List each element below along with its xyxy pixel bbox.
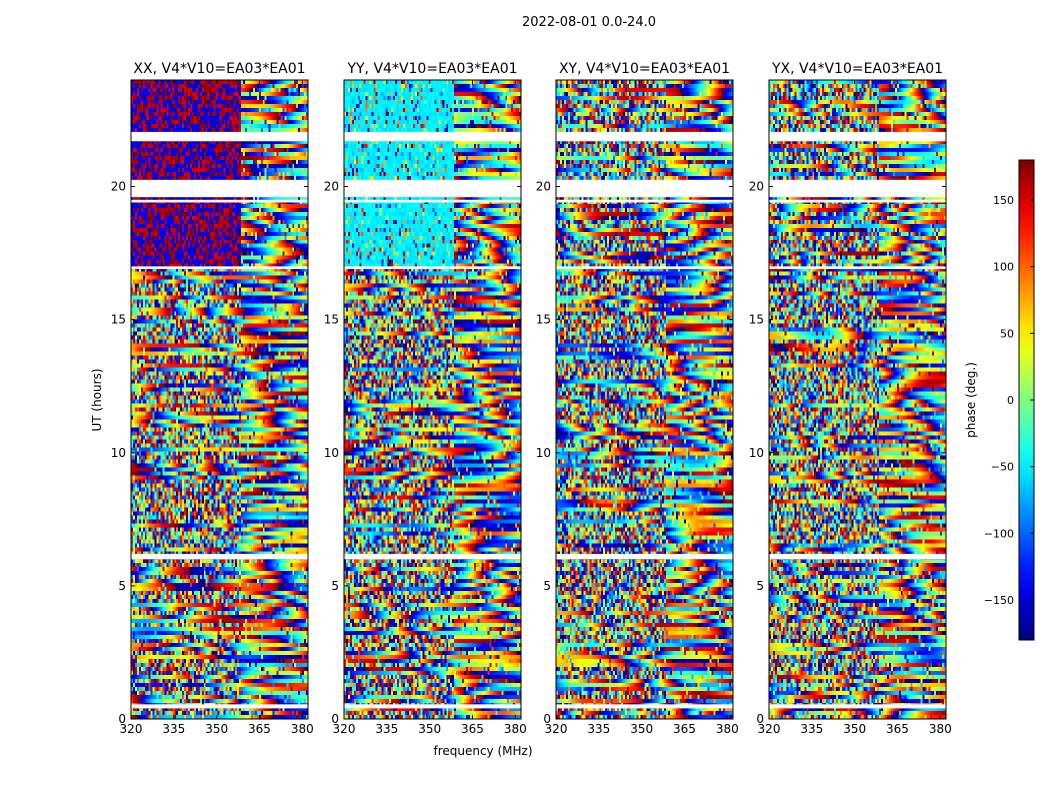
panel-1-flagged-band-2 bbox=[344, 199, 521, 203]
panel-3-xtick-label-1: 335 bbox=[800, 722, 823, 736]
panel-1-ytick-label-2: 10 bbox=[324, 446, 339, 460]
panel-3: YX, V4*V10=EA03*EA01 320 335 350 365 380 0 5 10 1… bbox=[749, 61, 952, 736]
panel-1-xtick-label-2: 350 bbox=[418, 722, 441, 736]
panel-1-phase-image bbox=[344, 80, 521, 719]
panel-1-ytick-label-1: 5 bbox=[331, 579, 339, 593]
colorbar: −150 −100 −50 0 50 100 150 phase (deg.) bbox=[964, 159, 1035, 641]
panel-2-xtick-label-2: 350 bbox=[630, 722, 653, 736]
panel-3-ytick-label-3: 15 bbox=[749, 313, 764, 327]
panel-0-flagged-band-0 bbox=[131, 131, 308, 142]
panel-1: YY, V4*V10=EA03*EA01 320 335 350 365 380 0 5 10 1… bbox=[324, 61, 527, 736]
panel-0-flagged-band-2 bbox=[131, 199, 308, 203]
panel-3-ytick-label-1: 5 bbox=[756, 579, 764, 593]
panel-2-frame bbox=[555, 79, 734, 720]
panel-2-xtick-label-3: 365 bbox=[673, 722, 696, 736]
panel-0-flagged-band-3 bbox=[131, 266, 308, 270]
colorbar-tick-label-1: −100 bbox=[984, 527, 1014, 540]
figure-suptitle: 2022-08-01 0.0-24.0 bbox=[522, 15, 656, 30]
panel-2: XY, V4*V10=EA03*EA01 320 335 350 365 380 0 5 10 1… bbox=[536, 61, 739, 736]
panel-2-flagged-band-2 bbox=[556, 199, 733, 203]
panel-2-title: XY, V4*V10=EA03*EA01 bbox=[559, 61, 730, 77]
panel-2-flagged-band-5 bbox=[556, 704, 733, 709]
colorbar-tick-label-5: 100 bbox=[993, 261, 1014, 274]
panel-0-flagged-band-5 bbox=[131, 704, 308, 709]
colorbar-tick-label-4: 50 bbox=[1000, 327, 1014, 340]
colorbar-label: phase (deg.) bbox=[964, 362, 978, 438]
panel-3-title: YX, V4*V10=EA03*EA01 bbox=[771, 61, 943, 77]
panel-1-flagged-band-0 bbox=[344, 131, 521, 142]
panel-3-ytick-label-0: 0 bbox=[756, 712, 764, 726]
panel-2-xtick-label-4: 380 bbox=[716, 722, 739, 736]
panel-3-flagged-band-5 bbox=[769, 704, 946, 709]
panel-1-frame bbox=[343, 79, 522, 720]
panel-2-xtick-label-1: 335 bbox=[587, 722, 610, 736]
colorbar-tick-label-2: −50 bbox=[991, 461, 1014, 474]
y-axis-label: UT (hours) bbox=[90, 368, 104, 431]
panel-1-ytick-label-4: 20 bbox=[324, 180, 339, 194]
panel-3-frame bbox=[768, 79, 947, 720]
panel-2-flagged-band-0 bbox=[556, 131, 733, 142]
panels-group: XX, V4*V10=EA03*EA01 320 335 350 365 380 0 5 10 1… bbox=[111, 61, 952, 736]
panel-3-xtick-label-3: 365 bbox=[886, 722, 909, 736]
panel-0-ytick-label-2: 10 bbox=[111, 446, 126, 460]
panel-0-xtick-label-4: 380 bbox=[291, 722, 314, 736]
panel-1-flagged-band-5 bbox=[344, 704, 521, 709]
panel-3-ytick-label-2: 10 bbox=[749, 446, 764, 460]
panel-3-flagged-band-4 bbox=[769, 553, 946, 560]
panel-0-flagged-band-1 bbox=[131, 179, 308, 198]
panel-1-xtick-label-3: 365 bbox=[461, 722, 484, 736]
panel-0-xtick-label-1: 335 bbox=[162, 722, 185, 736]
colorbar-tick-label-3: 0 bbox=[1007, 394, 1014, 407]
panel-2-ytick-label-4: 20 bbox=[536, 180, 551, 194]
panel-3-ytick-label-4: 20 bbox=[749, 180, 764, 194]
panel-0-flagged-band-4 bbox=[131, 553, 308, 560]
panel-2-flagged-band-4 bbox=[556, 553, 733, 560]
panel-1-flagged-band-1 bbox=[344, 179, 521, 198]
panel-0-ytick-label-3: 15 bbox=[111, 313, 126, 327]
panel-2-ytick-label-2: 10 bbox=[536, 446, 551, 460]
panel-3-xtick-label-4: 380 bbox=[929, 722, 952, 736]
panel-0-title: XX, V4*V10=EA03*EA01 bbox=[133, 61, 305, 77]
panel-2-flagged-band-3 bbox=[556, 266, 733, 270]
panel-0-ytick-label-1: 5 bbox=[118, 579, 126, 593]
x-axis-label: frequency (MHz) bbox=[433, 744, 532, 758]
panel-1-ytick-label-0: 0 bbox=[331, 712, 339, 726]
panel-3-flagged-band-2 bbox=[769, 199, 946, 203]
panel-1-ytick-label-3: 15 bbox=[324, 313, 339, 327]
panel-0-frame bbox=[130, 79, 309, 720]
panel-2-phase-image bbox=[556, 80, 733, 719]
panel-0-xtick-label-0: 320 bbox=[120, 722, 143, 736]
panel-2-ytick-label-3: 15 bbox=[536, 313, 551, 327]
panel-3-flagged-band-1 bbox=[769, 179, 946, 198]
panel-1-xtick-label-1: 335 bbox=[375, 722, 398, 736]
panel-0-ytick-label-4: 20 bbox=[111, 180, 126, 194]
panel-1-xtick-label-0: 320 bbox=[333, 722, 356, 736]
panel-2-flagged-band-1 bbox=[556, 179, 733, 198]
panel-1-flagged-band-3 bbox=[344, 266, 521, 270]
colorbar-tick-label-0: −150 bbox=[984, 594, 1014, 607]
panel-1-xtick-label-4: 380 bbox=[504, 722, 527, 736]
panel-1-title: YY, V4*V10=EA03*EA01 bbox=[346, 61, 517, 77]
panel-0: XX, V4*V10=EA03*EA01 320 335 350 365 380 0 5 10 1… bbox=[111, 61, 314, 736]
colorbar-tick-label-6: 150 bbox=[993, 194, 1014, 207]
panel-3-flagged-band-3 bbox=[769, 266, 946, 270]
panel-0-phase-image bbox=[131, 80, 308, 719]
panel-0-xtick-label-2: 350 bbox=[205, 722, 228, 736]
panel-2-ytick-label-1: 5 bbox=[543, 579, 551, 593]
panel-2-ytick-label-0: 0 bbox=[543, 712, 551, 726]
panel-0-ytick-label-0: 0 bbox=[118, 712, 126, 726]
panel-3-xtick-label-0: 320 bbox=[758, 722, 781, 736]
panel-1-flagged-band-4 bbox=[344, 553, 521, 560]
panel-3-xtick-label-2: 350 bbox=[843, 722, 866, 736]
panel-3-flagged-band-0 bbox=[769, 131, 946, 142]
panel-2-xtick-label-0: 320 bbox=[545, 722, 568, 736]
panel-0-xtick-label-3: 365 bbox=[248, 722, 271, 736]
panel-3-phase-image bbox=[769, 80, 946, 719]
